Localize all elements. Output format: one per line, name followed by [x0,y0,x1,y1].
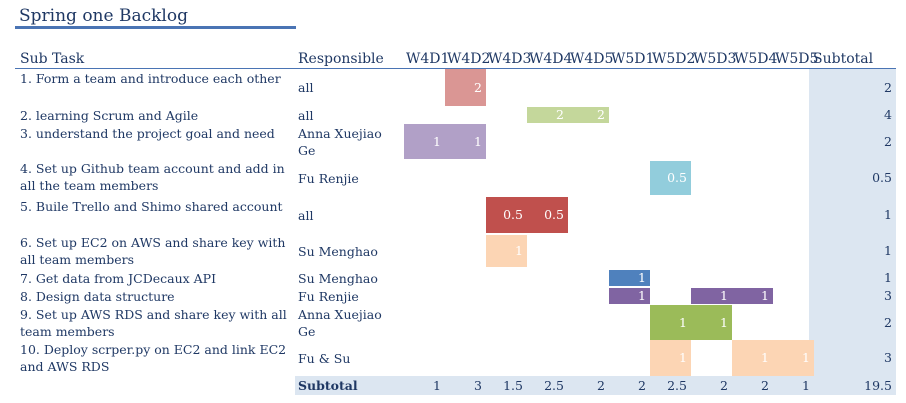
gantt-cell-w4d1: 1 [404,124,445,159]
task-label: 6. Set up EC2 on AWS and share key with … [20,235,286,267]
row-subtotal: 0.5 [872,170,892,185]
task-label: 1. Form a team and introduce each other [20,71,281,86]
header-day-w4d4: W4D4 [529,51,573,67]
footer-day-total: 1 [433,378,441,393]
responsible-label: all [298,207,314,223]
gantt-cell-w4d3: 0.5 [486,197,527,233]
title-underline [15,26,296,29]
task-label: 5. Buile Trello and Shimo shared account [20,199,283,214]
row-subtotal: 1 [884,270,892,285]
footer-day-total: 2.5 [667,378,687,393]
footer-day-total: 1.5 [503,378,523,393]
row-subtotal: 1 [884,243,892,258]
responsible-label: Anna Xuejiao Ge [298,307,382,339]
footer-day-total: 2 [597,378,605,393]
gantt-cell-w5d3: 1 [691,305,732,340]
header-day-w5d5: W5D5 [775,51,819,67]
gantt-cell-w5d2: 0.5 [650,161,691,195]
header-sub-task: Sub Task [20,51,85,67]
gantt-cell-w5d2: 1 [650,305,691,340]
header-day-w4d2: W4D2 [447,51,491,67]
footer-day-total: 2 [638,378,646,393]
gantt-cell-w4d5: 2 [568,107,609,123]
task-label: 9. Set up AWS RDS and share key with all… [20,307,287,339]
gantt-cell-w4d2: 2 [445,69,486,106]
row-subtotal: 2 [884,134,892,149]
footer-day-total: 2 [720,378,728,393]
header-responsible: Responsible [298,51,384,67]
header-day-w5d2: W5D2 [652,51,696,67]
gantt-cell-w4d2: 1 [445,124,486,159]
gantt-cell-w4d4: 2 [527,107,568,123]
header-day-w4d5: W4D5 [570,51,614,67]
footer-grand-total: 19.5 [864,378,892,393]
gantt-cell-w5d4: 1 [732,288,773,304]
page-title: Spring one Backlog [19,6,188,26]
task-label: 2. learning Scrum and Agile [20,108,199,123]
task-label: 7. Get data from JCDecaux API [20,271,217,286]
header-day-w5d3: W5D3 [693,51,737,67]
header-day-w4d3: W4D3 [488,51,532,67]
task-label: 4. Set up Github team account and add in… [20,161,285,193]
row-subtotal: 4 [884,107,892,122]
footer-background [295,376,896,395]
gantt-cell-w5d3: 1 [691,288,732,304]
footer-day-total: 2.5 [544,378,564,393]
row-subtotal: 2 [884,80,892,95]
gantt-cell-w5d4: 1 [732,340,773,376]
header-underline [15,68,896,69]
task-label: 3. understand the project goal and need [20,126,275,141]
responsible-label: all [298,107,314,123]
gantt-cell-w5d1: 1 [609,288,650,304]
row-subtotal: 3 [884,288,892,303]
responsible-label: Fu & Su [298,350,351,366]
header-subtotal: Subtotal [813,51,874,67]
gantt-cell-w4d3: 1 [486,235,527,267]
footer-day-total: 1 [802,378,810,393]
gantt-cell-w4d4: 0.5 [527,197,568,233]
responsible-label: Fu Renjie [298,288,359,304]
responsible-label: Fu Renjie [298,170,359,186]
row-subtotal: 3 [884,350,892,365]
header-day-w4d1: W4D1 [406,51,450,67]
task-label: 8. Design data structure [20,289,175,304]
row-subtotal: 2 [884,315,892,330]
responsible-label: all [298,80,314,95]
subtotal-column-background [809,69,896,376]
footer-day-total: 2 [761,378,769,393]
responsible-label: Su Menghao [298,270,378,286]
footer-day-total: 3 [474,378,482,393]
gantt-cell-w5d2: 1 [650,340,691,376]
gantt-cell-w5d1: 1 [609,270,650,286]
header-day-w5d4: W5D4 [734,51,778,67]
gantt-cell-w5d5: 1 [773,340,814,376]
task-label: 10. Deploy scrper.py on EC2 and link EC2… [20,342,287,374]
responsible-label: Su Menghao [298,243,378,259]
header-day-w5d1: W5D1 [611,51,655,67]
footer-label: Subtotal [298,378,358,393]
row-subtotal: 1 [884,207,892,222]
responsible-label: Anna Xuejiao Ge [298,126,382,158]
